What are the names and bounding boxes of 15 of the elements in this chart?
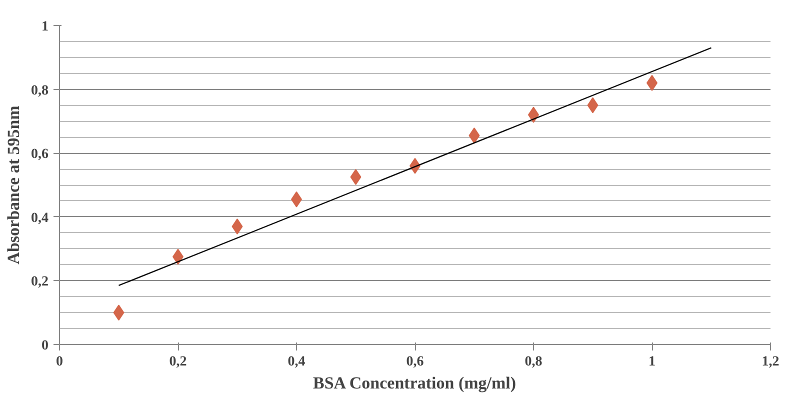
x-tick-label: 1,2: [762, 354, 780, 370]
y-tick-label: 0,8: [31, 83, 48, 98]
y-tick-label: 0: [42, 338, 48, 354]
x-tick-label: 0,8: [524, 354, 542, 370]
y-axis-title: Absorbance at 595nm: [4, 106, 23, 264]
x-tick-label: 0: [56, 354, 63, 370]
y-tick-label: 1: [42, 20, 48, 34]
y-tick-label: 0,2: [31, 274, 48, 290]
y-tick-label: 0,6: [31, 147, 48, 162]
x-tick-label: 0,2: [169, 354, 187, 370]
x-tick-label: 0,4: [288, 354, 306, 370]
x-axis-title: BSA Concentration (mg/ml): [313, 374, 516, 392]
x-tick-label: 1: [648, 354, 656, 370]
x-tick-label: 0,6: [406, 354, 424, 370]
y-tick-label: 0,4: [31, 210, 48, 226]
